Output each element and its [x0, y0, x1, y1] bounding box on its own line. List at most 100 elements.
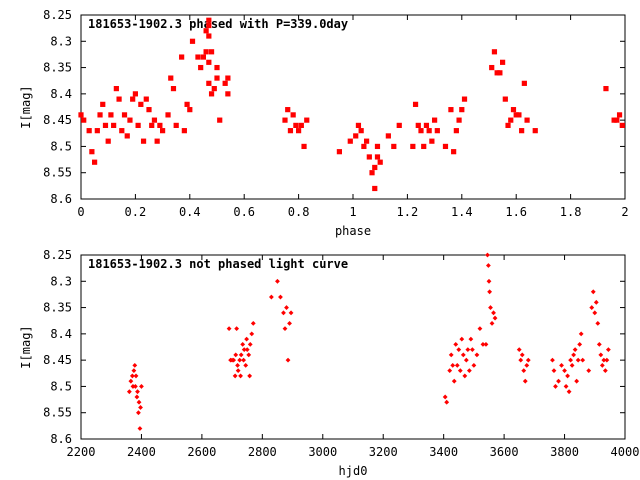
- y-tick-label: 8.3: [50, 274, 72, 288]
- data-point-phase: [508, 117, 514, 123]
- data-point-phase: [222, 80, 228, 86]
- data-point-hjd: [247, 341, 253, 347]
- data-point-hjd: [457, 368, 463, 374]
- data-point-hjd: [590, 289, 596, 295]
- data-point-phase: [206, 22, 212, 29]
- data-point-hjd: [133, 373, 139, 379]
- data-point-phase: [208, 91, 215, 97]
- data-point-phase: [521, 80, 527, 86]
- data-point-hjd: [138, 405, 143, 410]
- data-point-phase: [211, 86, 217, 92]
- data-point-phase: [524, 117, 530, 123]
- data-point-phase: [418, 128, 424, 134]
- data-point-phase: [500, 59, 506, 65]
- data-point-hjd: [444, 399, 450, 405]
- data-point-phase: [138, 101, 144, 107]
- data-point-phase: [516, 112, 522, 118]
- data-point-phase: [353, 133, 359, 139]
- data-point-hjd: [451, 378, 457, 384]
- data-point-phase: [412, 101, 419, 107]
- y-tick-label: 8.45: [43, 113, 72, 127]
- data-point-hjd: [578, 331, 584, 337]
- data-point-hjd: [244, 347, 250, 353]
- data-point-hjd: [487, 289, 493, 295]
- chart-title: 181653-1902.3 not phased light curve: [88, 257, 348, 271]
- y-tick-label: 8.25: [43, 248, 72, 262]
- data-point-phase: [111, 122, 117, 128]
- data-point-hjd: [516, 347, 522, 353]
- x-tick-label: 2: [621, 205, 628, 219]
- x-axis-label: hjd0: [339, 464, 368, 478]
- data-point-hjd: [238, 373, 243, 379]
- data-point-phase: [206, 17, 212, 23]
- data-point-hjd: [586, 368, 592, 374]
- data-point-phase: [364, 138, 370, 144]
- x-tick-label: 1.6: [505, 205, 527, 219]
- data-point-phase: [489, 64, 495, 71]
- data-point-phase: [282, 117, 288, 123]
- data-point-hjd: [483, 341, 489, 347]
- data-point-hjd: [450, 362, 456, 368]
- data-point-hjd: [550, 357, 555, 363]
- data-point-phase: [532, 128, 538, 134]
- chart-title: 181653-1902.3 phased with P=339.0day: [88, 17, 348, 31]
- x-tick-label: 3800: [550, 445, 579, 459]
- y-tick-label: 8.6: [50, 192, 72, 206]
- y-tick-label: 8.4: [50, 87, 72, 101]
- data-point-hjd: [522, 378, 528, 384]
- data-point-phase: [165, 112, 171, 118]
- y-axis-label: I[mag]: [19, 325, 33, 368]
- data-point-hjd: [285, 357, 291, 363]
- data-point-phase: [206, 80, 212, 86]
- data-point-phase: [214, 64, 220, 71]
- data-point-phase: [143, 96, 149, 102]
- data-point-phase: [179, 54, 185, 60]
- data-point-phase: [170, 86, 177, 92]
- data-point-phase: [298, 122, 304, 128]
- data-point-hjd: [448, 352, 454, 358]
- data-point-hjd: [139, 384, 144, 389]
- data-point-hjd: [275, 278, 280, 284]
- data-point-hjd: [602, 368, 608, 374]
- data-point-hjd: [237, 357, 243, 363]
- data-point-hjd: [453, 341, 459, 347]
- data-point-phase: [100, 101, 106, 107]
- data-point-phase: [448, 107, 454, 113]
- data-point-hjd: [575, 357, 581, 363]
- data-point-phase: [225, 75, 231, 81]
- x-tick-label: 2400: [127, 445, 156, 459]
- data-point-phase: [301, 143, 307, 150]
- data-point-hjd: [287, 320, 292, 326]
- x-tick-label: 3600: [490, 445, 519, 459]
- data-point-hjd: [136, 410, 141, 416]
- data-point-phase: [296, 128, 302, 134]
- data-point-hjd: [233, 352, 239, 358]
- data-point-hjd: [226, 326, 232, 332]
- data-point-phase: [157, 122, 163, 128]
- data-point-phase: [203, 28, 209, 34]
- data-point-phase: [377, 159, 383, 165]
- data-point-hjd: [488, 305, 493, 310]
- data-point-phase: [140, 138, 147, 144]
- data-point-hjd: [468, 336, 474, 342]
- data-point-phase: [105, 138, 111, 144]
- data-point-hjd: [268, 294, 274, 300]
- data-point-phase: [497, 70, 503, 76]
- data-point-phase: [459, 107, 465, 113]
- data-point-phase: [372, 164, 378, 171]
- x-tick-label: 4000: [611, 445, 640, 459]
- data-point-hjd: [131, 368, 137, 374]
- data-point-hjd: [565, 373, 570, 379]
- data-point-hjd: [249, 331, 255, 337]
- data-point-hjd: [562, 368, 567, 374]
- data-point-hjd: [247, 373, 253, 379]
- data-point-hjd: [241, 357, 246, 363]
- data-point-phase: [603, 86, 609, 92]
- data-point-phase: [434, 128, 440, 134]
- data-point-phase: [198, 64, 204, 71]
- data-point-hjd: [589, 305, 595, 310]
- data-point-phase: [461, 96, 468, 102]
- data-point-phase: [132, 91, 138, 97]
- data-point-phase: [614, 117, 620, 123]
